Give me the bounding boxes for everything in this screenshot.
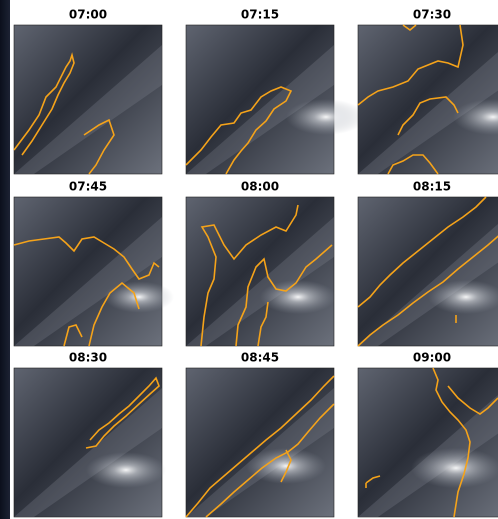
bright-spot	[411, 448, 498, 489]
left-edge	[0, 0, 10, 519]
panel-title: 07:00	[69, 8, 107, 22]
panel: 08:00	[186, 180, 336, 347]
panel-title: 09:00	[413, 351, 451, 365]
panel: 07:30	[358, 8, 498, 175]
panel-title: 07:45	[69, 180, 107, 194]
panel-title: 08:00	[241, 180, 279, 194]
panel: 08:15	[358, 180, 498, 347]
panel: 09:00	[358, 351, 498, 518]
bright-spot	[260, 280, 336, 314]
panel-title: 08:30	[69, 351, 107, 365]
bright-spot	[86, 452, 166, 488]
figure: 07:00 07:15 07:30 07:45 08:00 08:15 08:30 08:45…	[0, 0, 498, 519]
panel: 07:45	[14, 180, 174, 347]
panel: 08:45	[186, 351, 334, 518]
panel: 07:15	[186, 8, 366, 175]
bright-spot	[286, 99, 366, 135]
panel-title: 08:15	[413, 180, 451, 194]
panel-title: 07:15	[241, 8, 279, 22]
page: 07:00 07:15 07:30 07:45 08:00 08:15 08:30 08:45…	[0, 0, 498, 519]
panel-title: 08:45	[241, 351, 279, 365]
panel-title: 07:30	[413, 8, 451, 22]
panel: 08:30	[14, 351, 166, 518]
panel: 07:00	[14, 8, 162, 175]
